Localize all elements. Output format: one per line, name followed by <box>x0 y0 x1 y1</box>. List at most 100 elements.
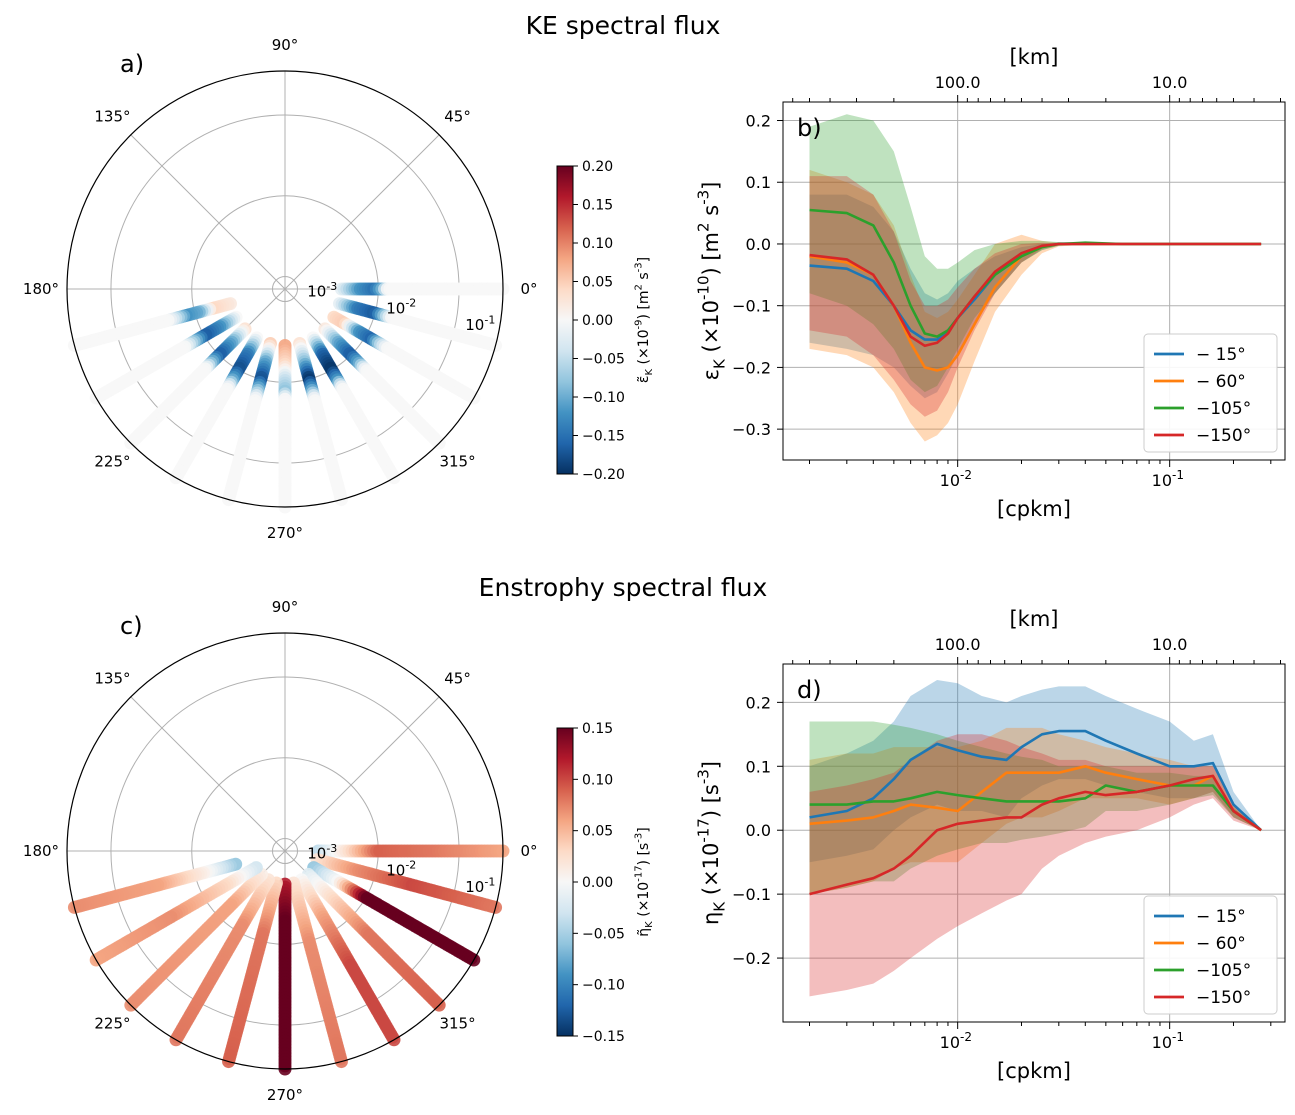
colorbar <box>556 165 574 475</box>
colorbar-label: η̃K​ (×10-17​) [s-3​] <box>634 827 656 936</box>
uncertainty-band <box>809 680 1262 863</box>
angle-tick-label: 135° <box>94 669 130 687</box>
legend-label: −105° <box>1196 961 1251 981</box>
uncertainty-band <box>809 114 1262 393</box>
series-line <box>809 729 1262 832</box>
uncertainty-band <box>809 734 1262 997</box>
panel-a-polar-ke-flux: a) 0° 45° 90° 135° 180° 225° 270° 315° 10-3​ 10-2​… <box>23 36 655 542</box>
radial-tick-label: 10-3​ <box>307 842 337 863</box>
angle-tick-label: 315° <box>439 453 475 471</box>
series-line <box>809 784 1262 832</box>
polar-frame <box>66 632 504 1070</box>
colorbar-tick-label: −0.05 <box>582 926 625 942</box>
legend-label: − 15° <box>1196 345 1246 365</box>
x-axis-label: [cpkm] <box>997 497 1071 521</box>
angle-tick-label: 180° <box>23 842 59 860</box>
y-axis-label: ηK​ (×10-17​) [s-3​] <box>695 761 729 925</box>
panel-b-ke-flux-lines: 10-2​ 10-1​ [cpkm] 100.0 10.0 [km] 0.2 0.1 0.0 −0… <box>695 45 1286 521</box>
axes-frame <box>782 663 1286 1023</box>
x-tick-label: 10-1​ <box>1152 468 1184 490</box>
colorbar-tick-label: −0.20 <box>582 467 625 483</box>
x-tick-label: 10-1​ <box>1152 1030 1184 1052</box>
legend-label: − 60° <box>1196 934 1246 954</box>
angular-grid-line <box>284 134 440 290</box>
legend-label: −105° <box>1196 399 1251 419</box>
colorbar-tick-label: 0.05 <box>582 824 613 840</box>
y-tick-label: 0.2 <box>746 112 771 131</box>
angle-tick-label: 45° <box>444 669 471 687</box>
top-tick-label: 10.0 <box>1152 73 1188 92</box>
x-tick-label: 10-2​ <box>940 1030 972 1052</box>
angle-tick-label: 0° <box>520 280 537 298</box>
radial-tick-label: 10-2​ <box>386 859 416 880</box>
angle-tick-label: 225° <box>94 453 130 471</box>
y-tick-label: −0.3 <box>732 420 771 439</box>
top-tick-label: 10.0 <box>1152 635 1188 654</box>
uncertainty-bands <box>809 114 1262 442</box>
panel-label: b) <box>797 114 822 142</box>
radial-tick-label: 10-1​ <box>465 875 495 896</box>
y-tick-label: 0.0 <box>746 821 771 840</box>
radial-tick-label: 10-3​ <box>307 280 337 301</box>
radial-tick-label: 10-1​ <box>465 313 495 334</box>
series-line <box>809 242 1262 348</box>
top-tick-label: 100.0 <box>935 635 981 654</box>
colorbar-label: ε̃K​ (×10-9​) [m2​ s-3​] <box>634 257 656 383</box>
axes-frame <box>782 101 1286 461</box>
colorbar-tick-label: −0.15 <box>582 429 625 445</box>
colorbar-tick-label: −0.10 <box>582 390 625 406</box>
y-tick-label: 0.1 <box>746 757 771 776</box>
y-tick-label: 0.1 <box>746 173 771 192</box>
panel-label: c) <box>120 612 143 640</box>
y-axis-label: εK​ (×10-10​) [m2​ s-3​] <box>695 182 729 381</box>
top-axis-label: [km] <box>1009 45 1058 69</box>
colorbar-tick-label: 0.10 <box>582 236 613 252</box>
series-lines <box>809 208 1262 372</box>
polar-rays <box>67 282 510 514</box>
angle-tick-label: 0° <box>520 842 537 860</box>
panel-label: a) <box>120 50 144 78</box>
legend-box <box>1143 333 1278 453</box>
colorbar-tick-label: −0.15 <box>582 1029 625 1045</box>
angle-tick-label: 45° <box>444 107 471 125</box>
y-tick-label: 0.2 <box>746 693 771 712</box>
y-tick-label: −0.1 <box>732 885 771 904</box>
top-tick-label: 100.0 <box>935 73 981 92</box>
colorbar-tick-label: 0.20 <box>582 159 613 175</box>
uncertainty-band <box>809 169 1262 442</box>
angle-tick-label: 90° <box>272 598 299 616</box>
uncertainty-band <box>809 176 1262 417</box>
colorbar-tick-label: −0.05 <box>582 352 625 368</box>
legend-box <box>1143 895 1278 1015</box>
angular-grid-line <box>130 134 286 290</box>
top-axis-label: [km] <box>1009 607 1058 631</box>
colorbar-tick-label: 0.00 <box>582 313 613 329</box>
angle-tick-label: 225° <box>94 1015 130 1033</box>
y-tick-label: 0.0 <box>746 235 771 254</box>
x-axis-label: [cpkm] <box>997 1059 1071 1083</box>
angle-tick-label: 90° <box>272 36 299 54</box>
angular-grid-line <box>284 696 440 852</box>
colorbar-tick-label: 0.15 <box>582 721 613 737</box>
angle-tick-label: 270° <box>267 1086 303 1104</box>
figure-title-top: KE spectral flux <box>526 11 721 40</box>
angle-tick-label: 135° <box>94 107 130 125</box>
colorbar-tick-label: −0.10 <box>582 978 625 994</box>
legend-label: − 60° <box>1196 372 1246 392</box>
angular-grid-line <box>130 696 286 852</box>
angle-tick-label: 315° <box>439 1015 475 1033</box>
polar-frame <box>66 70 504 508</box>
legend-label: −150° <box>1196 988 1251 1008</box>
uncertainty-band <box>809 727 1262 895</box>
figure-title-bottom: Enstrophy spectral flux <box>479 573 768 602</box>
y-tick-label: −0.2 <box>732 358 771 377</box>
colorbar-tick-label: 0.05 <box>582 275 613 291</box>
colorbar-tick-label: 0.15 <box>582 198 613 214</box>
colorbar-tick-label: 0.00 <box>582 875 613 891</box>
colorbar-tick-label: 0.10 <box>582 772 613 788</box>
radial-tick-label: 10-2​ <box>386 297 416 318</box>
legend-label: − 15° <box>1196 907 1246 927</box>
y-tick-label: −0.2 <box>732 949 771 968</box>
angle-tick-label: 270° <box>267 524 303 542</box>
